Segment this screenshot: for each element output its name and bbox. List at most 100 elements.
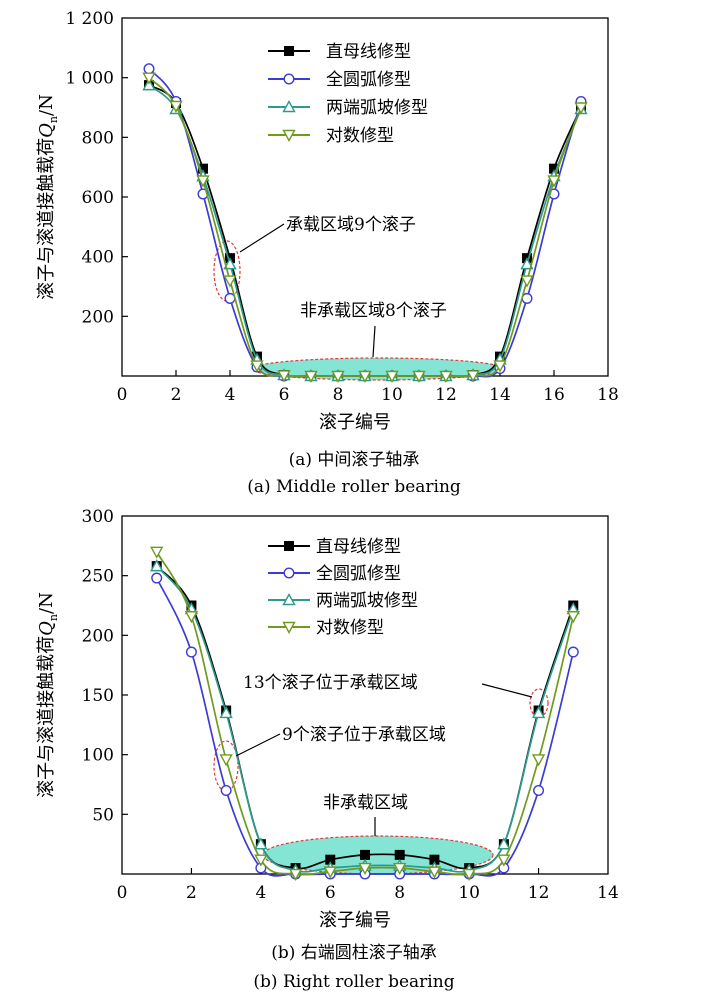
x-tick-label: 6 bbox=[325, 883, 336, 903]
x-tick-label: 10 bbox=[381, 385, 403, 405]
x-tick-label: 12 bbox=[528, 883, 550, 903]
data-point bbox=[169, 100, 183, 113]
data-point bbox=[574, 102, 588, 115]
x-tick-label: 4 bbox=[255, 883, 266, 903]
legend-label: 对数修型 bbox=[326, 126, 394, 146]
annotation-label: 9个滚子位于承载区域 bbox=[282, 725, 446, 745]
data-point bbox=[547, 175, 561, 188]
data-point bbox=[151, 572, 163, 584]
data-point bbox=[531, 754, 546, 767]
x-tick-label: 14 bbox=[489, 385, 511, 405]
x-tick-label: 2 bbox=[171, 385, 182, 405]
caption-chinese: (b) 右端圆柱滚子轴承 bbox=[271, 943, 437, 963]
data-point bbox=[533, 784, 545, 796]
data-point bbox=[385, 370, 399, 383]
y-axis-label-unit: /N bbox=[36, 592, 57, 614]
x-tick-label: 18 bbox=[597, 385, 619, 405]
legend-label: 全圆弧修型 bbox=[316, 564, 401, 584]
caption-chinese: (a) 中间滚子轴承 bbox=[289, 450, 420, 470]
y-axis-label-symbol: Q bbox=[36, 621, 57, 636]
x-tick-label: 2 bbox=[186, 883, 197, 903]
x-tick-label: 14 bbox=[597, 883, 619, 903]
legend-label: 直母线修型 bbox=[316, 537, 401, 557]
data-point bbox=[412, 370, 426, 383]
caption-english: (b) Right roller bearing bbox=[253, 972, 454, 992]
y-tick-label: 1 200 bbox=[65, 9, 114, 29]
y-tick-label: 200 bbox=[82, 307, 114, 327]
y-axis-label-unit: /N bbox=[36, 94, 57, 116]
legend-marker bbox=[282, 593, 296, 606]
y-axis-label: 滚子与滚道接触载荷Qn/N bbox=[36, 94, 60, 300]
annotation-label: 非承载区域 bbox=[323, 793, 408, 813]
data-point bbox=[150, 559, 164, 572]
data-point bbox=[219, 705, 233, 719]
y-tick-label: 100 bbox=[82, 746, 114, 766]
y-axis-label-main: 滚子与滚道接触载荷 bbox=[36, 636, 57, 798]
series-line bbox=[156, 565, 575, 873]
data-point bbox=[220, 784, 232, 796]
data-point bbox=[254, 837, 268, 850]
data-point bbox=[142, 72, 156, 85]
legend-marker bbox=[282, 129, 296, 142]
data-point bbox=[439, 370, 453, 383]
data-point bbox=[288, 868, 303, 881]
legend-label: 对数修型 bbox=[316, 618, 384, 638]
legend-label: 两端弧坡修型 bbox=[316, 591, 418, 611]
legend-marker bbox=[282, 621, 296, 634]
data-point bbox=[331, 370, 345, 383]
y-tick-label: 600 bbox=[82, 188, 114, 208]
data-point bbox=[219, 754, 233, 767]
data-point bbox=[304, 370, 318, 383]
data-point bbox=[394, 849, 405, 860]
data-point bbox=[250, 360, 264, 373]
y-tick-label: 300 bbox=[82, 507, 114, 527]
data-point bbox=[520, 257, 534, 270]
y-tick-label: 250 bbox=[82, 567, 114, 587]
chart-panel-a: 0 2 4 6 8 10 12 14 16 18 200 400 600 800 1 000 1 200 直母线… bbox=[36, 9, 619, 497]
y-tick-label: 150 bbox=[82, 686, 114, 706]
data-point bbox=[277, 370, 291, 383]
y-tick-label: 400 bbox=[82, 248, 114, 268]
x-tick-label: 16 bbox=[543, 385, 565, 405]
data-point bbox=[531, 705, 546, 719]
x-tick-label: 0 bbox=[117, 385, 128, 405]
data-point bbox=[184, 611, 199, 624]
caption-english: (a) Middle roller bearing bbox=[247, 477, 461, 497]
y-tick-label: 200 bbox=[82, 626, 114, 646]
legend-marker bbox=[283, 73, 295, 85]
legend-marker bbox=[284, 541, 294, 551]
y-axis-label-symbol: Q bbox=[36, 123, 57, 138]
data-point bbox=[360, 849, 370, 860]
data-point bbox=[196, 175, 210, 188]
data-point bbox=[462, 868, 476, 881]
legend-marker bbox=[284, 46, 294, 56]
legend-marker bbox=[282, 100, 296, 113]
data-point bbox=[497, 837, 511, 850]
data-point bbox=[393, 862, 407, 875]
x-tick-label: 10 bbox=[458, 883, 480, 903]
loading-zone-oval bbox=[529, 688, 549, 718]
annotation-leader bbox=[235, 733, 281, 757]
data-point bbox=[143, 63, 155, 75]
data-point bbox=[150, 546, 164, 559]
y-axis-label-subscript: n bbox=[47, 614, 60, 621]
y-tick-label: 50 bbox=[92, 805, 114, 825]
data-point bbox=[254, 854, 268, 867]
loading-zone-oval bbox=[213, 740, 239, 792]
data-point bbox=[497, 854, 511, 867]
x-tick-label: 6 bbox=[279, 385, 290, 405]
y-axis-label: 滚子与滚道接触载荷Qn/N bbox=[36, 592, 60, 798]
x-tick-label: 12 bbox=[435, 385, 457, 405]
y-axis-label-subscript: n bbox=[47, 116, 60, 123]
annotation-leader bbox=[372, 325, 376, 358]
legend-label: 全圆弧修型 bbox=[326, 70, 411, 90]
data-point bbox=[566, 611, 580, 624]
annotation-label: 承载区域9个滚子 bbox=[286, 215, 416, 235]
data-point bbox=[185, 646, 197, 658]
data-point bbox=[323, 866, 337, 879]
data-point bbox=[520, 275, 534, 288]
data-point bbox=[466, 370, 480, 383]
data-point bbox=[493, 360, 507, 373]
